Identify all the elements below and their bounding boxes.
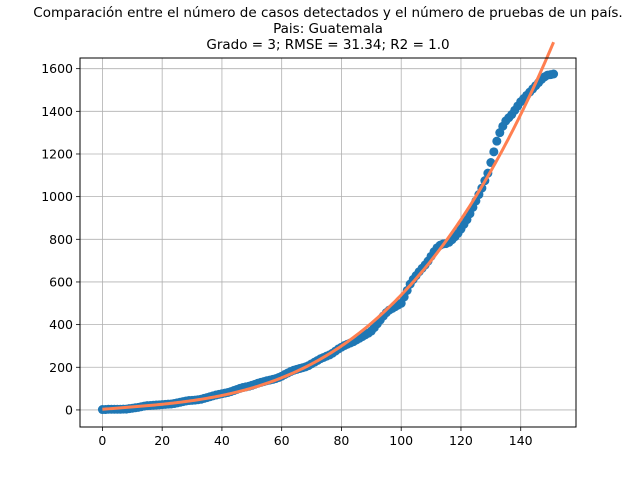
x-tick-label: 20	[154, 433, 170, 448]
data-point	[549, 69, 559, 79]
chart-title-line-1: Comparación entre el número de casos det…	[33, 5, 622, 21]
y-tick-label: 200	[49, 360, 73, 375]
axes-frame	[79, 57, 577, 428]
x-tick-label: 40	[214, 433, 230, 448]
x-tick-label: 140	[509, 433, 533, 448]
data-point	[492, 136, 502, 146]
y-tick-label: 0	[65, 402, 73, 417]
x-tick-label: 120	[449, 433, 473, 448]
fit-line	[102, 41, 555, 411]
y-tick-label: 1000	[41, 189, 73, 204]
axis-ticks: 0 20 40 60 80 100 120 1400200400600800100012001…	[41, 61, 533, 448]
y-tick-label: 1200	[41, 146, 73, 161]
chart-title-line-3: Grado = 3; RMSE = 31.34; R2 = 1.0	[206, 37, 449, 53]
y-tick-label: 1400	[41, 104, 73, 119]
x-tick-label: 0	[98, 433, 106, 448]
y-tick-label: 800	[49, 232, 73, 247]
grid	[80, 58, 576, 427]
x-tick-label: 60	[274, 433, 290, 448]
y-tick-label: 600	[49, 274, 73, 289]
x-tick-label: 100	[389, 433, 413, 448]
y-tick-label: 400	[49, 317, 73, 332]
x-tick-label: 80	[333, 433, 349, 448]
y-tick-label: 1600	[41, 61, 73, 76]
data-point	[489, 147, 499, 157]
chart-title-line-2: Pais: Guatemala	[273, 21, 383, 37]
fit-curve	[102, 41, 555, 411]
